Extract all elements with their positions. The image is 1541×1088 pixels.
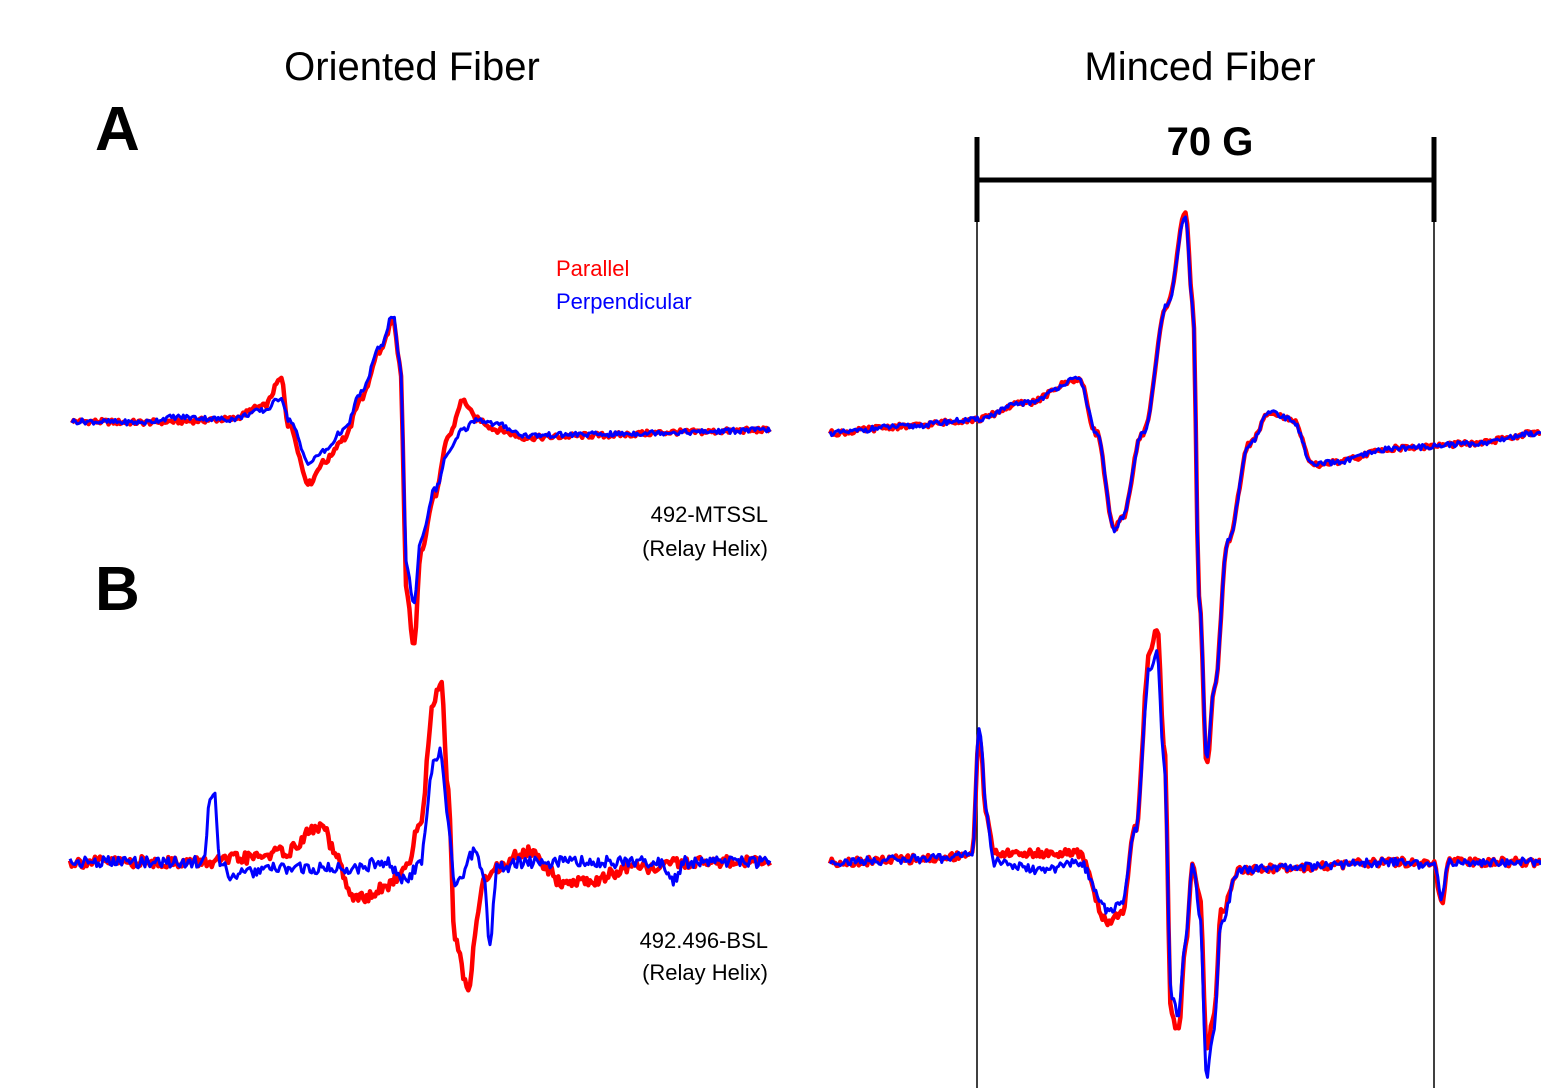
legend-perpendicular: Perpendicular	[556, 289, 692, 314]
header-oriented-fiber: Oriented Fiber	[284, 45, 540, 89]
sample-label-a-name: 492-MTSSL	[651, 502, 768, 527]
sample-label-a-region: (Relay Helix)	[642, 536, 768, 561]
sample-label-b-region: (Relay Helix)	[642, 960, 768, 985]
panel-label-a: A	[95, 95, 140, 164]
trace-a-oriented-parallel	[70, 317, 772, 646]
scale-bar: 70 G	[974, 120, 1437, 222]
trace-b-oriented-perpendicular	[68, 746, 772, 947]
legend-parallel: Parallel	[556, 256, 629, 281]
spectra-traces	[67, 210, 1541, 1079]
sample-label-b-name: 492.496-BSL	[640, 928, 768, 953]
trace-a-minced-perpendicular	[828, 215, 1541, 759]
scale-bar-label: 70 G	[1167, 120, 1254, 164]
header-minced-fiber: Minced Fiber	[1084, 45, 1315, 89]
trace-b-minced-perpendicular	[828, 649, 1541, 1079]
panel-label-b: B	[95, 555, 140, 624]
trace-b-oriented-parallel	[67, 679, 772, 993]
trace-a-oriented-perpendicular	[70, 315, 772, 605]
